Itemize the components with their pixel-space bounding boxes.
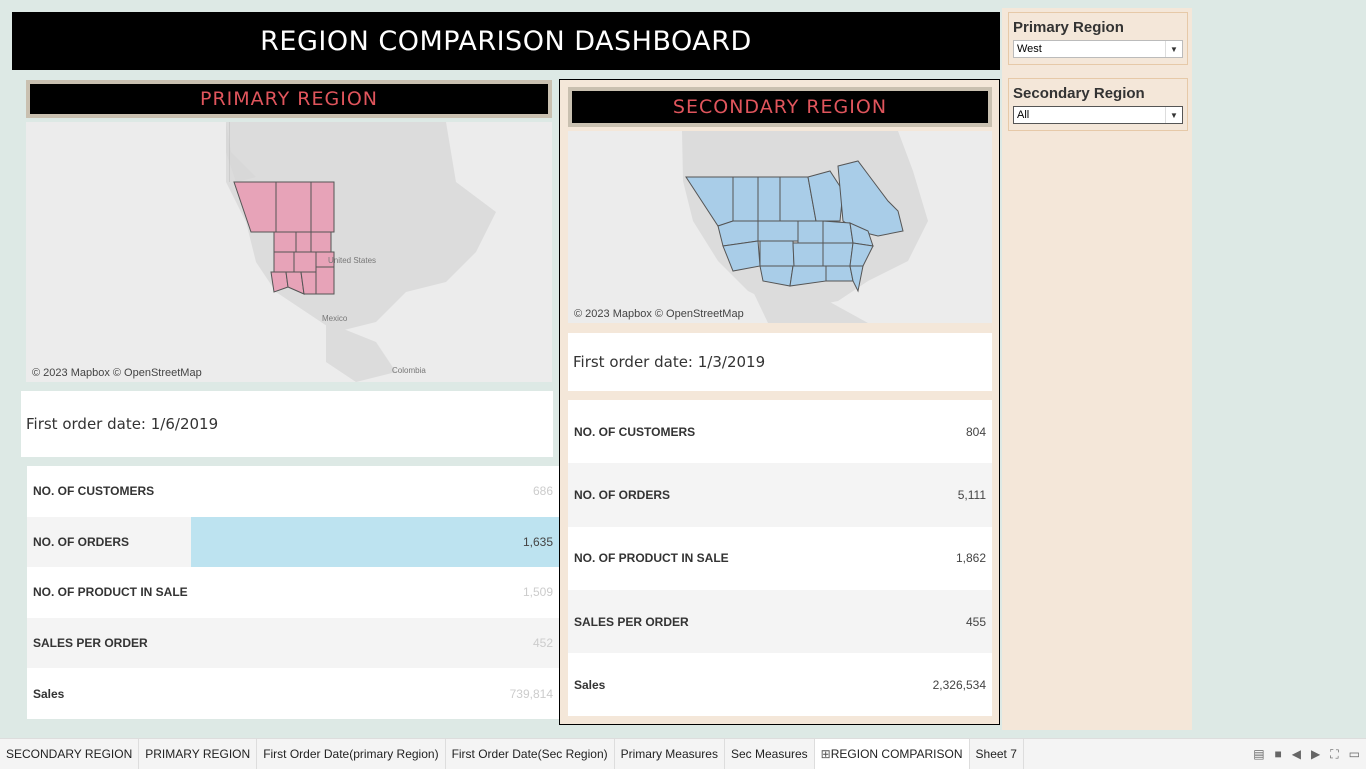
metric-label: SALES PER ORDER <box>574 614 689 629</box>
metric-value: 1,509 <box>522 585 553 600</box>
metric-label: NO. OF PRODUCT IN SALE <box>33 585 188 600</box>
dashboard-title: REGION COMPARISON DASHBOARD <box>12 12 1000 70</box>
sheet-tab-bar: SECONDARY REGION PRIMARY REGION First Orde… <box>0 738 1366 769</box>
metric-row[interactable]: SALES PER ORDER 452 <box>27 617 559 669</box>
sheet-tab[interactable]: ⊞ REGION COMPARISON <box>814 739 970 769</box>
metric-value: 2,326,534 <box>932 677 986 692</box>
metric-label: NO. OF ORDERS <box>33 534 130 549</box>
sheet-tab[interactable]: First Order Date(Sec Region) <box>446 739 615 769</box>
secondary-region-map[interactable]: © 2023 Mapbox © OpenStreetMap <box>568 131 992 323</box>
sheet-tab[interactable]: Primary Measures <box>615 739 725 769</box>
metric-value: 5,111 <box>957 487 986 502</box>
sheet-tab-label: Sec Measures <box>730 747 808 761</box>
sheet-tab-label: First Order Date(Sec Region) <box>451 747 608 761</box>
sheet-tab-label: REGION COMPARISON <box>830 747 963 761</box>
map-label-us: United States <box>328 256 377 265</box>
primary-metrics-table: NO. OF CUSTOMERS 686 NO. OF ORDERS 1,635 NO.… <box>27 466 559 719</box>
single-view-icon[interactable]: ■ <box>1274 747 1282 761</box>
primary-region-select-value: West <box>1017 43 1042 55</box>
metric-row[interactable]: NO. OF ORDERS 1,635 <box>27 516 559 568</box>
primary-first-order-date: First order date: 1/6/2019 <box>21 391 553 457</box>
secondary-region-select-value: All <box>1017 109 1030 121</box>
sheet-tabs: SECONDARY REGION PRIMARY REGION First Orde… <box>0 739 1024 769</box>
metric-label: SALES PER ORDER <box>33 636 148 651</box>
secondary-region-filter-title: Secondary Region <box>1013 85 1145 102</box>
metric-label: Sales <box>574 677 606 692</box>
primary-map-credit: © 2023 Mapbox © OpenStreetMap <box>32 367 202 379</box>
metric-value: 455 <box>965 614 986 629</box>
sheet-tab[interactable]: Sec Measures <box>725 739 815 769</box>
fullscreen-icon[interactable]: ⛶ <box>1330 746 1339 761</box>
primary-region-filter-title: Primary Region <box>1013 19 1124 36</box>
dashboard-icon: ⊞ <box>820 747 831 761</box>
metric-label: NO. OF CUSTOMERS <box>33 484 155 499</box>
metric-row[interactable]: Sales 739,814 <box>27 668 559 719</box>
sheet-tab-label: SECONDARY REGION <box>6 747 133 761</box>
metric-value: 804 <box>965 424 986 439</box>
primary-region-map[interactable]: United States Mexico Colombia © 2023 Map… <box>26 122 552 382</box>
secondary-first-order-date: First order date: 1/3/2019 <box>568 333 992 391</box>
map-label-colombia: Colombia <box>392 366 426 375</box>
metric-value: 739,814 <box>509 686 553 701</box>
metric-row[interactable]: NO. OF ORDERS 5,111 <box>568 463 992 527</box>
primary-map-graphic <box>26 122 552 382</box>
sheet-tab-label: First Order Date(primary Region) <box>263 747 439 761</box>
metric-value: 452 <box>532 636 553 651</box>
secondary-region-filter: Secondary Region All ▼ <box>1008 78 1188 131</box>
sheet-tab-label: Primary Measures <box>620 747 718 761</box>
secondary-region-header: SECONDARY REGION <box>568 87 992 127</box>
filter-panel: Primary Region West ▼ Secondary Region A… <box>1002 8 1192 730</box>
metric-row[interactable]: NO. OF PRODUCT IN SALE 1,509 <box>27 567 559 618</box>
sheet-tab-label: Sheet 7 <box>975 747 1017 761</box>
secondary-map-credit: © 2023 Mapbox © OpenStreetMap <box>574 308 744 320</box>
presentation-icon[interactable]: ▭ <box>1348 747 1360 761</box>
secondary-region-select[interactable]: All ▼ <box>1013 106 1183 124</box>
metric-label: NO. OF CUSTOMERS <box>574 424 696 439</box>
metric-label: NO. OF ORDERS <box>574 487 671 502</box>
metric-row[interactable]: NO. OF CUSTOMERS 686 <box>27 466 559 517</box>
primary-region-header: PRIMARY REGION <box>26 80 552 118</box>
metric-row[interactable]: Sales 2,326,534 <box>568 653 992 717</box>
tab-nav-controls: ▤ ■ ◀ ▶ ⛶ ▭ <box>1253 739 1360 769</box>
sheet-tab[interactable]: PRIMARY REGION <box>139 739 258 769</box>
chevron-down-icon[interactable]: ▼ <box>1165 41 1182 57</box>
metric-value: 1,635 <box>522 534 553 549</box>
sheet-tab[interactable]: Sheet 7 <box>970 739 1024 769</box>
secondary-map-graphic <box>568 131 992 323</box>
metric-label: Sales <box>33 686 65 701</box>
sheet-tab[interactable]: SECONDARY REGION <box>0 739 140 769</box>
map-label-mexico: Mexico <box>322 314 348 323</box>
prev-sheet-icon[interactable]: ◀ <box>1291 747 1302 761</box>
secondary-metrics-table: NO. OF CUSTOMERS 804 NO. OF ORDERS 5,111 NO.… <box>568 400 992 717</box>
primary-region-filter: Primary Region West ▼ <box>1008 12 1188 65</box>
metric-value: 1,862 <box>955 551 986 566</box>
next-sheet-icon[interactable]: ▶ <box>1311 747 1321 761</box>
sheet-tab-label: PRIMARY REGION <box>145 747 251 761</box>
grid-view-icon[interactable]: ▤ <box>1253 747 1265 761</box>
metric-row[interactable]: NO. OF CUSTOMERS 804 <box>568 400 992 464</box>
primary-region-select[interactable]: West ▼ <box>1013 40 1183 58</box>
metric-value: 686 <box>532 484 553 499</box>
metric-highlight-bar <box>191 516 559 568</box>
metric-row[interactable]: NO. OF PRODUCT IN SALE 1,862 <box>568 526 992 590</box>
metric-label: NO. OF PRODUCT IN SALE <box>574 551 729 566</box>
metric-row[interactable]: SALES PER ORDER 455 <box>568 589 992 654</box>
chevron-down-icon[interactable]: ▼ <box>1165 107 1182 123</box>
sheet-tab[interactable]: First Order Date(primary Region) <box>257 739 446 769</box>
